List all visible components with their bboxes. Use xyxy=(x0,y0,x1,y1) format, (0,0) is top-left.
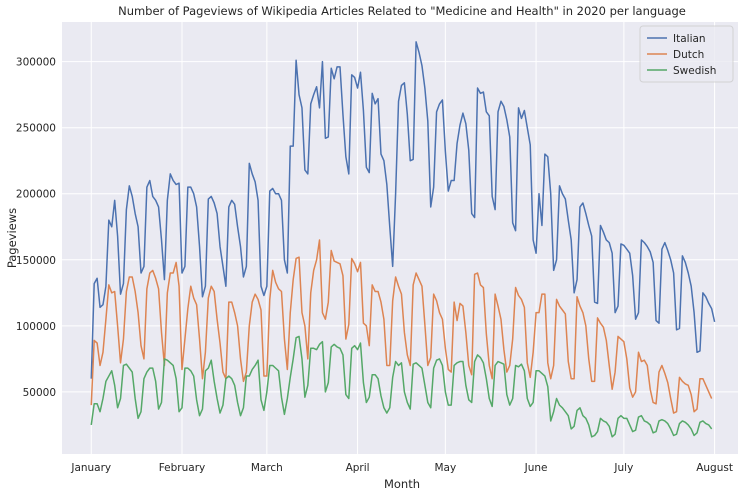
series-line-italian xyxy=(90,41,716,379)
y-tick-label: 250000 xyxy=(16,123,56,135)
x-tick-label: May xyxy=(434,462,456,474)
y-tick-label: 200000 xyxy=(16,189,56,201)
x-axis-ticks: January February March April May June July Augu… xyxy=(70,462,733,474)
legend-label: Italian xyxy=(673,33,706,45)
x-tick-label: January xyxy=(70,462,111,474)
series-line-swedish xyxy=(90,335,713,438)
x-tick-label: March xyxy=(251,462,283,474)
y-axis-ticks: 50000 100000 150000 200000 250000 300000 xyxy=(16,57,56,399)
x-tick-label: June xyxy=(524,462,548,474)
x-tick-label: February xyxy=(159,462,206,474)
x-tick-label: August xyxy=(696,462,733,474)
series-line-dutch xyxy=(90,239,713,414)
y-tick-label: 300000 xyxy=(16,57,56,69)
legend-label: Dutch xyxy=(673,49,704,61)
x-axis-label: Month xyxy=(384,477,420,491)
y-tick-label: 50000 xyxy=(23,387,56,399)
legend: Italian Dutch Swedish xyxy=(639,25,734,83)
plot-area xyxy=(62,22,738,454)
x-tick-label: April xyxy=(346,462,370,474)
y-tick-label: 150000 xyxy=(16,255,56,267)
chart-title: Number of Pageviews of Wikipedia Article… xyxy=(118,4,686,18)
legend-box xyxy=(639,25,734,83)
grid xyxy=(62,22,738,454)
legend-label: Swedish xyxy=(673,65,716,77)
x-tick-label: July xyxy=(613,462,633,474)
y-tick-label: 100000 xyxy=(16,321,56,333)
y-axis-label: Pageviews xyxy=(5,208,19,268)
series-lines xyxy=(90,41,716,438)
